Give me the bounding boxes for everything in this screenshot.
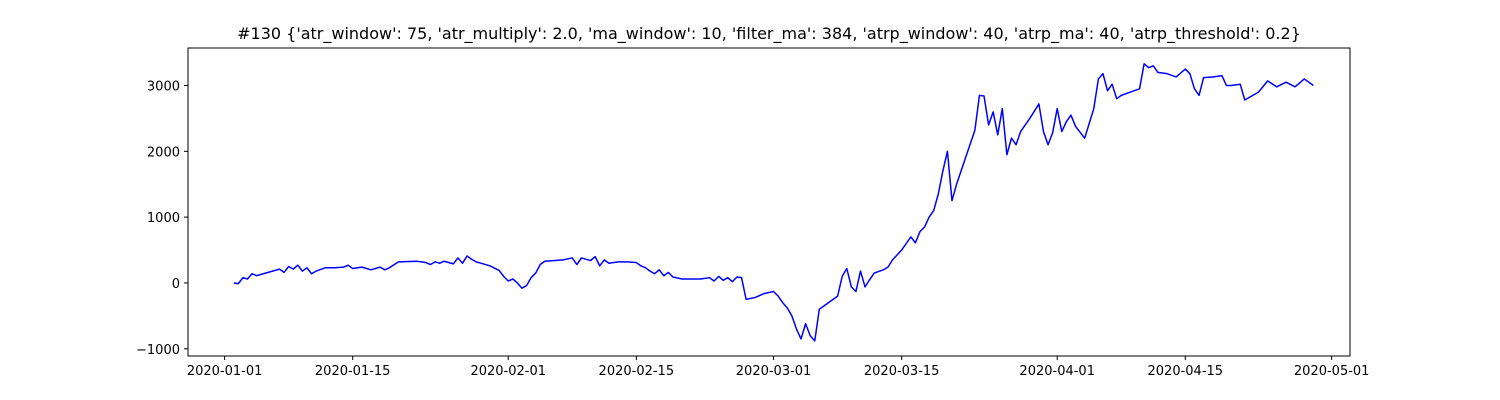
y-tick-label: 0: [172, 277, 180, 292]
series-layer: [233, 63, 1314, 342]
x-tick-label: 2020-02-01: [470, 364, 546, 379]
y-tick-label: −1000: [136, 343, 180, 358]
y-axis: −1000 0 1000 2000 3000: [136, 80, 188, 358]
x-tick-label: 2020-03-01: [736, 364, 812, 379]
x-tick-label: 2020-05-01: [1294, 364, 1370, 379]
y-tick-label: 3000: [147, 80, 180, 95]
plot-area-frame: [187, 47, 1351, 357]
x-tick-label: 2020-04-15: [1148, 364, 1224, 379]
x-tick-label: 2020-04-01: [1019, 364, 1095, 379]
x-tick-label: 2020-03-15: [864, 364, 940, 379]
chart-title: #130 {'atr_window': 75, 'atr_multiply': …: [237, 24, 1301, 44]
x-tick-label: 2020-01-15: [315, 364, 391, 379]
series-line-0: [233, 63, 1314, 342]
x-axis: 2020-01-01 2020-01-15 2020-02-01 2020-02-15…: [187, 356, 1370, 379]
y-tick-label: 2000: [147, 145, 180, 160]
x-tick-label: 2020-01-01: [187, 364, 263, 379]
y-tick-label: 1000: [147, 211, 180, 226]
x-tick-label: 2020-02-15: [599, 364, 675, 379]
